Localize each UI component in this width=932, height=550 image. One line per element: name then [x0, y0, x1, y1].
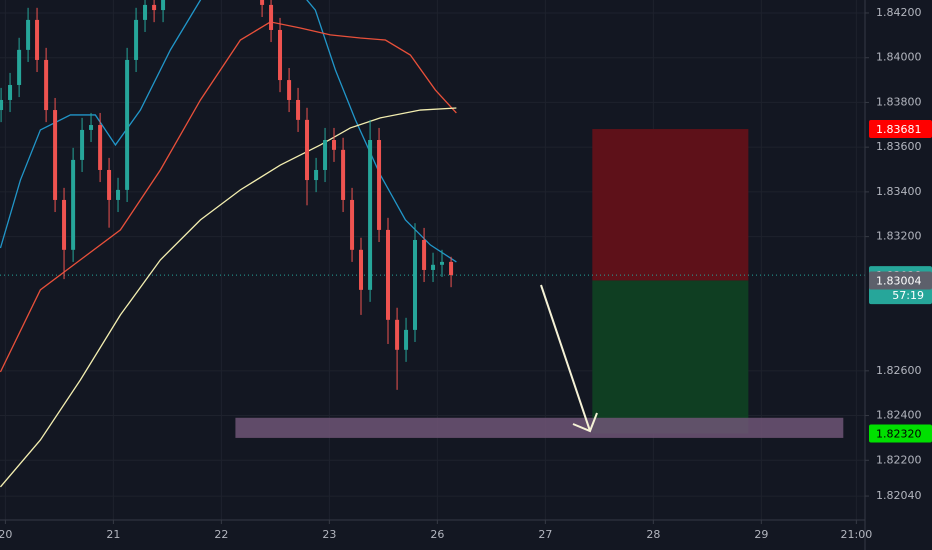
price-label-box — [869, 424, 932, 443]
candle-body — [143, 4, 148, 20]
candle-body — [323, 140, 328, 170]
candle-body — [440, 261, 445, 265]
x-tick-label: 22 — [214, 528, 228, 541]
y-tick-label: 1.83400 — [876, 185, 922, 198]
y-tick-label: 1.82040 — [876, 489, 922, 502]
y-tick-label: 1.84000 — [876, 51, 922, 64]
candle-body — [395, 319, 400, 350]
y-tick-label: 1.84200 — [876, 6, 922, 19]
stop-loss-zone — [592, 129, 749, 281]
y-tick-label: 1.83600 — [876, 140, 922, 153]
candle-body — [359, 249, 364, 290]
candle-body — [431, 264, 436, 270]
candle-body — [53, 110, 58, 200]
candle-body — [386, 229, 391, 320]
candle-body — [296, 99, 301, 120]
candle-body — [44, 59, 49, 111]
countdown: 57:19 — [892, 289, 924, 302]
x-tick-label: 20 — [0, 528, 12, 541]
candle-body — [161, 0, 166, 11]
x-tick-label: 29 — [754, 528, 768, 541]
candle-body — [134, 19, 139, 60]
candle-body — [269, 4, 274, 30]
candle-body — [413, 239, 418, 330]
candle-body — [98, 125, 103, 170]
support-zone — [235, 417, 844, 438]
y-tick-label: 1.82200 — [876, 453, 922, 466]
price-label: 1.82320 — [876, 427, 922, 440]
price-label: 1.83004 — [876, 274, 922, 287]
candle-body — [107, 169, 112, 200]
x-tick-label: 23 — [322, 528, 336, 541]
candle-body — [89, 125, 94, 130]
candle-body — [314, 169, 319, 181]
x-tick-label: 21:00 — [841, 528, 873, 541]
price-label-box — [869, 120, 932, 139]
y-tick-label: 1.82600 — [876, 364, 922, 377]
candle-body — [62, 199, 67, 250]
candle-body — [332, 140, 337, 150]
candle-body — [152, 4, 157, 11]
x-tick-label: 27 — [538, 528, 552, 541]
candle-body — [125, 59, 130, 190]
plot-area — [0, 0, 865, 520]
candle-body — [26, 19, 31, 50]
candle-body — [17, 49, 22, 85]
candle-body — [404, 329, 409, 350]
candle-body — [287, 80, 292, 100]
x-tick-label: 28 — [646, 528, 660, 541]
candle-body — [8, 84, 13, 100]
x-tick-label: 26 — [430, 528, 444, 541]
arrow — [540, 284, 598, 433]
take-profit-zone — [592, 280, 749, 434]
candle-body — [368, 140, 373, 290]
candle-body — [0, 99, 4, 111]
price-label-box — [869, 271, 932, 290]
candle-body — [422, 239, 427, 270]
moving-average — [0, 107, 457, 488]
y-tick-label: 1.83200 — [876, 230, 922, 243]
countdown-box — [869, 286, 932, 305]
y-tick-label: 1.82400 — [876, 409, 922, 422]
candle-body — [278, 29, 283, 81]
candle-body — [260, 0, 265, 5]
candle-body — [35, 19, 40, 60]
moving-average — [0, 0, 457, 263]
candle-body — [350, 199, 355, 250]
candle-body — [377, 140, 382, 230]
candle-body — [305, 119, 310, 181]
candle-body — [449, 261, 454, 276]
y-tick-label: 1.83800 — [876, 95, 922, 108]
candle-body — [80, 129, 85, 160]
x-tick-label: 21 — [106, 528, 120, 541]
price-label: 1.83681 — [876, 123, 922, 136]
axes: 1.84200 1.84000 1.83800 1.83600 1.83400 1.832… — [0, 6, 932, 541]
candle-body — [341, 149, 346, 200]
candle-body — [116, 189, 121, 200]
candle-body — [71, 159, 76, 250]
